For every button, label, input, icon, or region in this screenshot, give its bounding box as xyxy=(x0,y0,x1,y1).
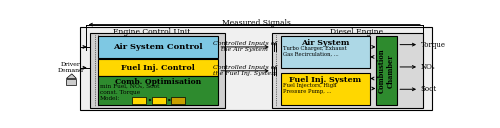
Text: Model:: Model: xyxy=(100,96,120,101)
Text: NOₓ: NOₓ xyxy=(420,63,436,71)
Polygon shape xyxy=(66,74,76,78)
Text: Air System: Air System xyxy=(301,39,350,47)
Text: Controlled Inputs of
the Air System: Controlled Inputs of the Air System xyxy=(212,41,276,52)
Bar xyxy=(281,73,370,105)
Text: Turbo Charger, Exhaust
Gas Recirculation, ...: Turbo Charger, Exhaust Gas Recirculation… xyxy=(282,46,346,57)
Bar xyxy=(90,33,225,108)
Bar xyxy=(171,97,185,104)
Text: Combustion
Chamber: Combustion Chamber xyxy=(378,49,395,93)
Text: Soot: Soot xyxy=(420,85,436,93)
Text: Fuel Inj. Control: Fuel Inj. Control xyxy=(121,64,194,72)
Text: const. Torque: const. Torque xyxy=(100,90,140,95)
Text: Comb. Optimisation: Comb. Optimisation xyxy=(114,78,201,86)
Bar xyxy=(152,97,166,104)
Text: Controlled Inputs of
the Fuel Inj. System: Controlled Inputs of the Fuel Inj. Syste… xyxy=(212,65,276,76)
Bar xyxy=(272,33,423,108)
Bar xyxy=(281,36,370,68)
Bar xyxy=(376,36,398,105)
Bar xyxy=(132,97,146,104)
Text: Air System Control: Air System Control xyxy=(113,43,202,51)
Text: Driver
Demand: Driver Demand xyxy=(58,62,84,73)
Text: min Fuel, NOₓ, Soot: min Fuel, NOₓ, Soot xyxy=(100,84,159,89)
Bar xyxy=(98,76,218,105)
Text: Measured Signals: Measured Signals xyxy=(222,19,290,27)
Text: Engine Control Unit: Engine Control Unit xyxy=(113,28,190,36)
Text: Torque: Torque xyxy=(420,41,446,49)
Bar xyxy=(98,59,218,76)
Polygon shape xyxy=(66,78,76,85)
Text: Fuel Injectors, High
Pressure Pump, ...: Fuel Injectors, High Pressure Pump, ... xyxy=(282,83,336,94)
Bar xyxy=(98,36,218,58)
Bar xyxy=(80,27,432,110)
Text: Fuel Inj. System: Fuel Inj. System xyxy=(289,76,362,84)
Text: Diesel Engine: Diesel Engine xyxy=(330,28,384,36)
